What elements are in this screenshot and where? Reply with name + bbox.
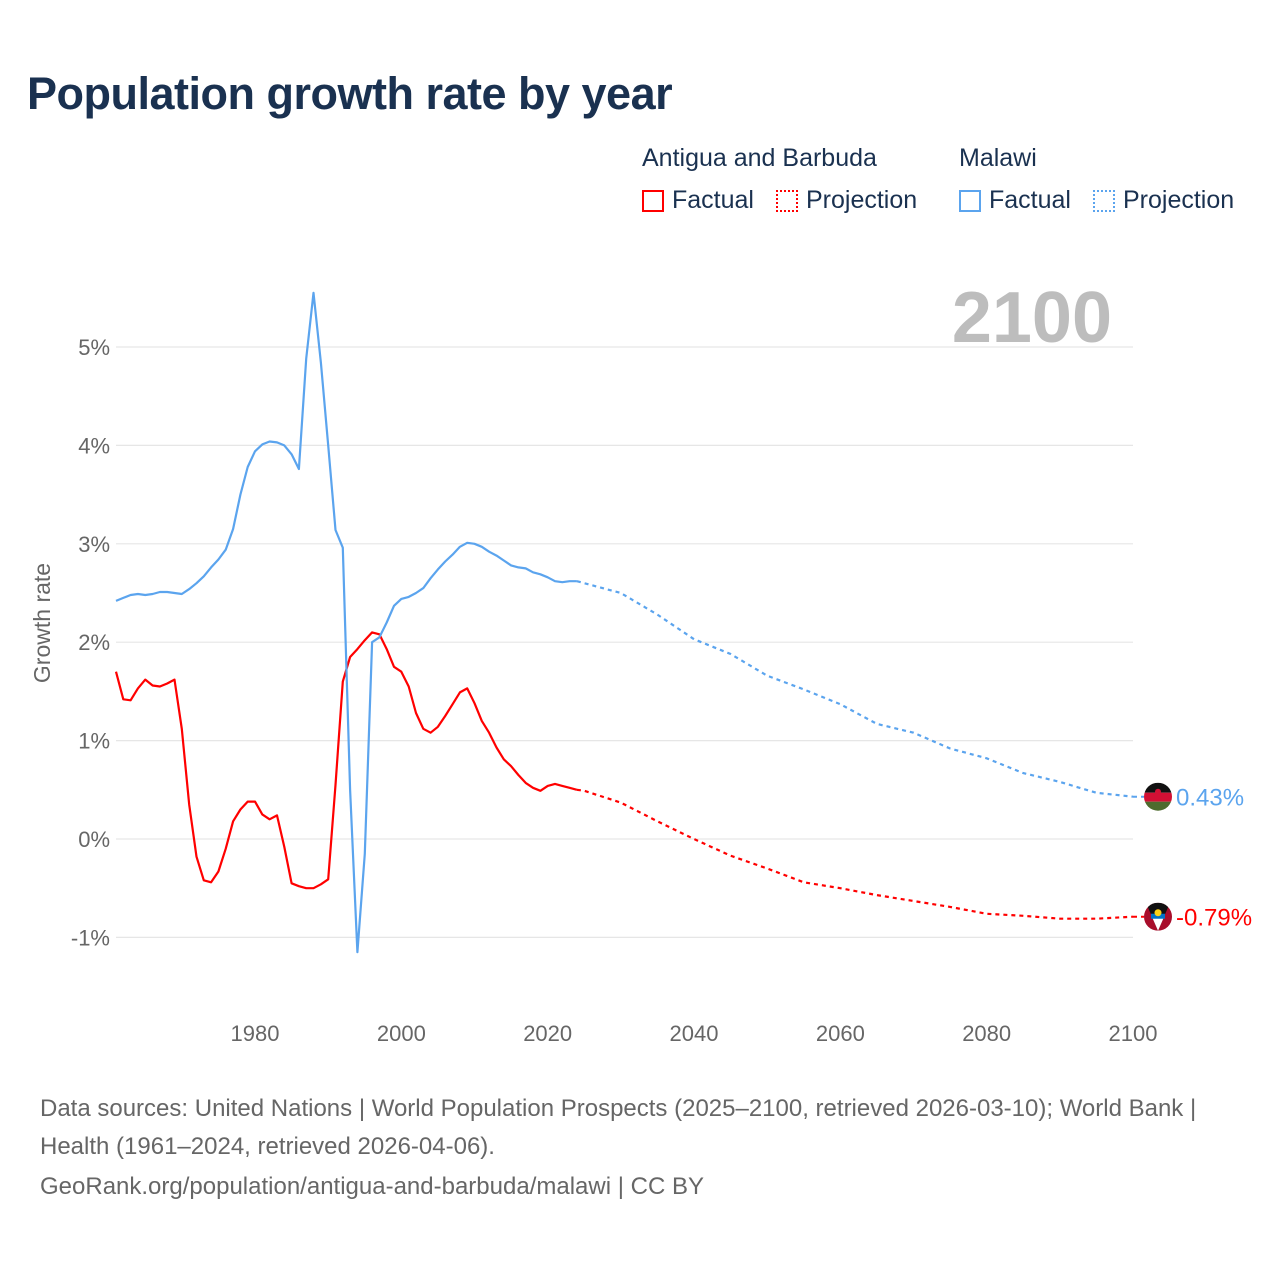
y-axis-label: Growth rate — [29, 563, 55, 683]
x-tick-label: 2000 — [377, 1021, 426, 1046]
series-lines — [114, 291, 1134, 954]
x-tick-label: 2040 — [670, 1021, 719, 1046]
dotted-swatch-icon — [1093, 189, 1115, 212]
x-tick-label: 1980 — [231, 1021, 280, 1046]
footer: Data sources: United Nations | World Pop… — [40, 1090, 1240, 1206]
year-watermark: 2100 — [952, 278, 1112, 358]
data-sources: Data sources: United Nations | World Pop… — [40, 1095, 1197, 1160]
legend-label: Factual — [672, 186, 754, 214]
malawi-flag-icon — [1133, 782, 1172, 811]
legend-label: Projection — [806, 186, 918, 214]
malawi-projection-line — [576, 580, 1134, 798]
legend-group-title: Malawi — [959, 144, 1037, 172]
x-tick-label: 2060 — [816, 1021, 865, 1046]
malawi-end-value: 0.43% — [1176, 785, 1244, 812]
y-tick-label: 5% — [78, 335, 110, 360]
solid-swatch-icon — [959, 189, 981, 212]
antigua-flag-icon — [1133, 902, 1172, 931]
x-tick-label: 2020 — [523, 1021, 572, 1046]
legend-label: Factual — [989, 186, 1071, 214]
legend-antigua-projection[interactable]: Projection — [776, 186, 917, 215]
y-tick-label: 1% — [78, 729, 110, 754]
antigua-and-barbuda-end-value: -0.79% — [1176, 905, 1252, 932]
malawi-factual-line — [115, 291, 577, 954]
line-chart: 5% 4% 3% 2% 1% 0% -1% 1980 2000 2020 2040 2060 2080 2… — [29, 278, 1252, 1046]
antigua-and-barbuda-projection-line — [576, 788, 1134, 920]
dotted-swatch-icon — [776, 189, 798, 212]
legend-malawi-projection[interactable]: Projection — [1093, 186, 1234, 215]
legend-antigua-factual[interactable]: Factual — [642, 186, 754, 215]
y-tick-label: 3% — [78, 532, 110, 557]
y-tick-label: 2% — [78, 630, 110, 655]
solid-swatch-icon — [642, 189, 664, 212]
end-markers: -0.79% 0.43% — [1133, 782, 1252, 932]
credit-link[interactable]: GeoRank.org/population/antigua-and-barbu… — [40, 1173, 704, 1200]
chart-title: Population growth rate by year — [27, 68, 673, 119]
x-tick-label: 2080 — [962, 1021, 1011, 1046]
y-tick-label: 0% — [78, 827, 110, 852]
legend-malawi-factual[interactable]: Factual — [959, 186, 1071, 215]
y-tick-label: -1% — [71, 925, 110, 950]
grid: 5% 4% 3% 2% 1% 0% -1% 1980 2000 2020 2040 2060 2080 2… — [71, 335, 1158, 1046]
legend-group-title: Antigua and Barbuda — [642, 144, 877, 172]
x-tick-label: 2100 — [1109, 1021, 1158, 1046]
y-tick-label: 4% — [78, 433, 110, 458]
legend-label: Projection — [1123, 186, 1235, 214]
